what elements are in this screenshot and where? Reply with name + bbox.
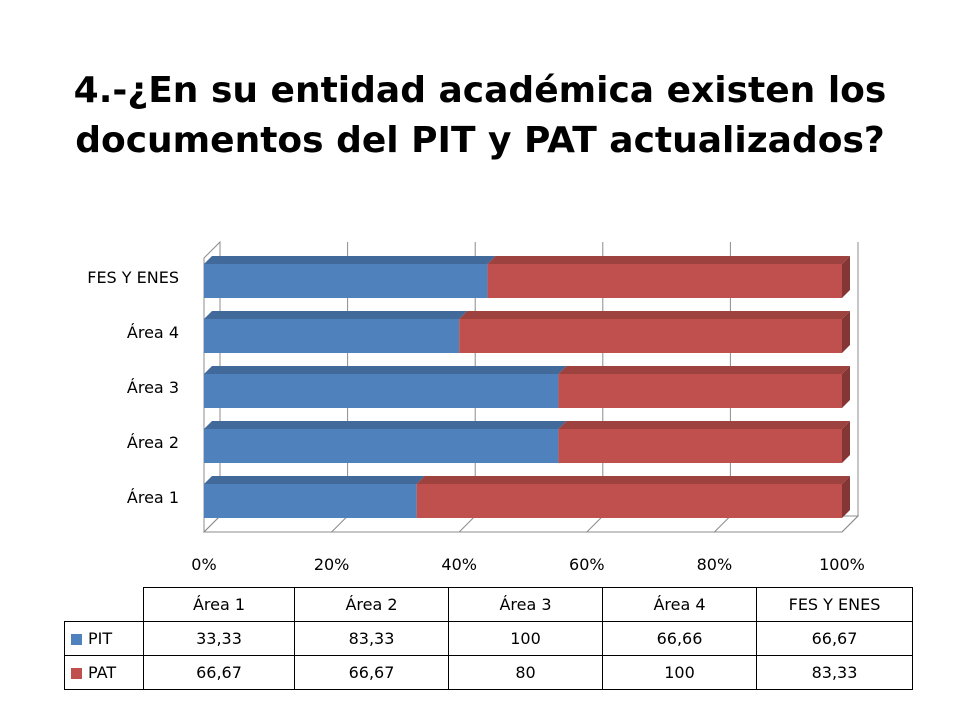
category-label: Área 3 <box>127 378 179 397</box>
bar-pit-top <box>204 311 468 319</box>
table-header-cell: Área 1 <box>143 587 295 622</box>
data-table-header-row: Área 1 Área 2 Área 3 Área 4 FES Y ENES <box>64 587 913 622</box>
bar-pat <box>416 484 842 518</box>
bar-pit-top <box>204 421 567 429</box>
bar-pat-side <box>842 311 850 353</box>
table-value-cell: 100 <box>602 655 757 690</box>
bar-pit-top <box>204 366 567 374</box>
bar-pit <box>204 374 559 408</box>
legend-key <box>71 634 82 645</box>
bar-pat-side <box>842 256 850 298</box>
table-header-cell: Área 4 <box>602 587 757 622</box>
x-tick-label: 0% <box>191 555 216 574</box>
table-header-cell: Área 3 <box>448 587 603 622</box>
series-label: PIT <box>64 621 144 656</box>
bar-pat <box>487 264 842 298</box>
table-row: PIT 33,33 83,33 100 66,66 66,67 <box>64 621 913 656</box>
bar-pat-top <box>459 311 850 319</box>
category-label: Área 2 <box>127 433 179 452</box>
x-tick-label: 80% <box>697 555 733 574</box>
table-value-cell: 100 <box>448 621 603 656</box>
series-name: PAT <box>88 663 117 682</box>
bar-pat <box>558 429 842 463</box>
category-label: Área 1 <box>127 488 179 507</box>
table-value-cell: 80 <box>448 655 603 690</box>
bar-pat <box>558 374 842 408</box>
table-header-cell: Área 2 <box>294 587 449 622</box>
bar-pit <box>204 319 460 353</box>
chart-floor <box>202 515 860 533</box>
bar-pat-top <box>558 366 850 374</box>
x-tick-label: 60% <box>569 555 605 574</box>
table-row: PAT 66,67 66,67 80 100 83,33 <box>64 655 913 690</box>
data-table: Área 1 Área 2 Área 3 Área 4 FES Y ENES PIT 33… <box>64 587 913 690</box>
chart-bars <box>204 256 850 518</box>
bar-pit-top <box>204 476 425 484</box>
x-tick-label: 100% <box>819 555 865 574</box>
x-tick-label: 40% <box>441 555 477 574</box>
bar-pat-side <box>842 476 850 518</box>
chart-labels: 0% 20% 40% 60% 80% 100% Área 1 Área 2 Área 3 Área… <box>87 268 865 574</box>
category-label: FES Y ENES <box>87 268 179 287</box>
bar-pit <box>204 484 417 518</box>
bar-pat-top <box>558 421 850 429</box>
bar-pit-top <box>204 256 496 264</box>
series-name: PIT <box>88 629 113 648</box>
table-value-cell: 33,33 <box>143 621 295 656</box>
bar-pat-top <box>416 476 850 484</box>
table-value-cell: 83,33 <box>756 655 913 690</box>
table-corner <box>64 587 144 622</box>
table-value-cell: 66,67 <box>143 655 295 690</box>
table-value-cell: 66,67 <box>294 655 449 690</box>
bar-pat-side <box>842 366 850 408</box>
table-value-cell: 83,33 <box>294 621 449 656</box>
legend-key <box>71 668 82 679</box>
bar-pat-side <box>842 421 850 463</box>
series-label: PAT <box>64 655 144 690</box>
stacked-bar-chart: 0% 20% 40% 60% 80% 100% Área 1 Área 2 Área 3 Área… <box>87 240 865 574</box>
table-value-cell: 66,67 <box>756 621 913 656</box>
bar-pit <box>204 264 488 298</box>
page-title: 4.-¿En su entidad académica existen los … <box>73 70 887 161</box>
table-header-cell: FES Y ENES <box>756 587 913 622</box>
gridline <box>841 242 859 533</box>
bar-pit <box>204 429 559 463</box>
bar-pat-top <box>487 256 850 264</box>
bar-pat <box>459 319 842 353</box>
category-label: Área 4 <box>127 323 179 342</box>
x-tick-label: 20% <box>314 555 350 574</box>
table-value-cell: 66,66 <box>602 621 757 656</box>
